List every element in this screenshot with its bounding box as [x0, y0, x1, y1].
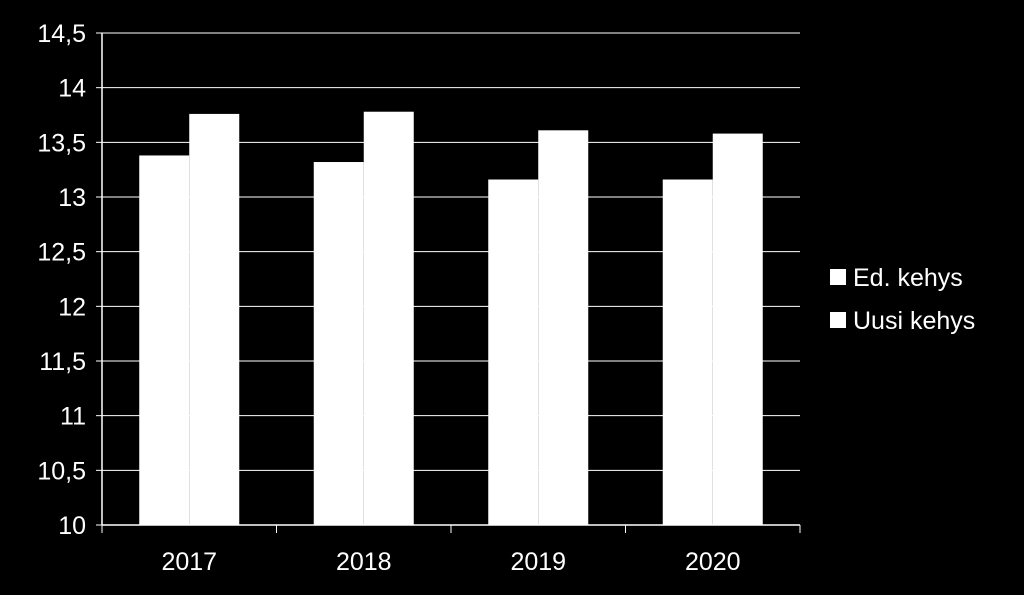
- x-axis-ticks: 2017 2018 2019 2020: [101, 525, 801, 576]
- bar-2019-ed-kehys: [488, 179, 539, 526]
- y-tick-label: 14,5: [37, 20, 86, 48]
- y-tick-label: 11,5: [39, 348, 86, 376]
- legend-label: Ed. kehys: [853, 264, 963, 292]
- legend-swatch: [830, 269, 846, 285]
- bar-2020-ed-kehys: [662, 179, 713, 526]
- bars: [139, 111, 763, 526]
- bar-2020-uusi-kehys: [712, 133, 763, 525]
- bar-2017-ed-kehys: [139, 155, 190, 525]
- y-axis-ticks: 10 10,5 11 11,5 12 12,5 13 13,5 14 14,5: [37, 20, 102, 540]
- bar-2017-uusi-kehys: [189, 113, 240, 525]
- bar-2018-ed-kehys: [313, 162, 364, 525]
- y-tick-label: 11: [60, 403, 86, 431]
- y-tick-label: 10,5: [37, 457, 86, 485]
- y-tick-label: 10: [58, 512, 86, 540]
- legend-swatch: [830, 312, 846, 328]
- x-tick-label: 2019: [510, 548, 566, 576]
- x-tick-label: 2018: [336, 548, 392, 576]
- y-tick-label: 12,5: [37, 239, 86, 267]
- x-tick-label: 2017: [161, 548, 217, 576]
- bar-2019-uusi-kehys: [538, 130, 589, 525]
- legend: Ed. kehys Uusi kehys: [830, 264, 975, 335]
- y-tick-label: 13,5: [37, 129, 86, 157]
- x-tick-label: 2020: [685, 548, 741, 576]
- y-tick-label: 13: [58, 184, 86, 212]
- y-tick-label: 12: [58, 293, 86, 321]
- bar-2018-uusi-kehys: [363, 111, 414, 525]
- y-tick-label: 14: [58, 75, 86, 103]
- legend-label: Uusi kehys: [853, 307, 975, 335]
